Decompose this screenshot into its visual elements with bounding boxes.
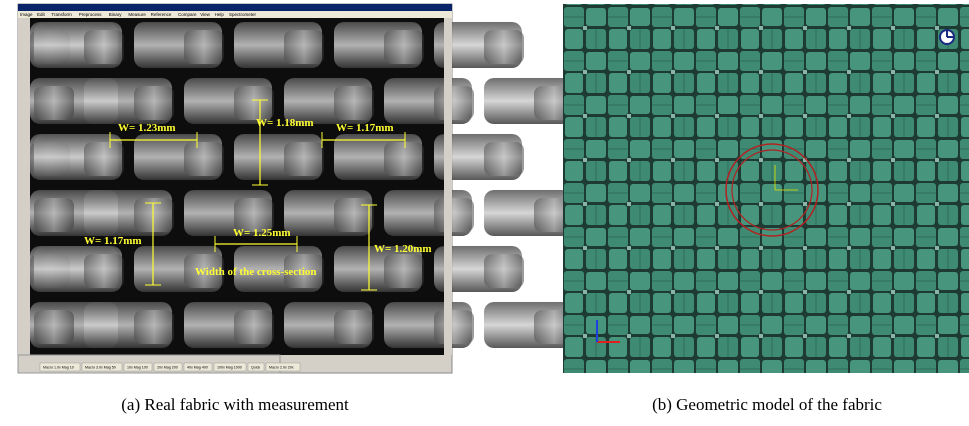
measurement-label: W= 1.17mm bbox=[336, 122, 394, 134]
measurement-label: W= 1.20mm bbox=[374, 243, 432, 255]
yarn bbox=[334, 198, 374, 232]
menu-item: Measure bbox=[128, 12, 146, 17]
yarn bbox=[484, 254, 524, 288]
yarn bbox=[184, 30, 224, 64]
menu-item: Help bbox=[215, 12, 225, 17]
yarn bbox=[434, 310, 474, 344]
menu-item: Spectrometer bbox=[229, 12, 257, 17]
menu-item: Edit bbox=[37, 12, 46, 17]
yarn bbox=[184, 142, 224, 176]
objective-label: Macro 1.0x Mag 10 bbox=[43, 366, 74, 370]
yarn bbox=[84, 30, 124, 64]
yarn bbox=[84, 142, 124, 176]
menu-item: Transform bbox=[51, 12, 72, 17]
yarn bbox=[384, 30, 424, 64]
yarn bbox=[434, 198, 474, 232]
right-model bbox=[563, 4, 969, 373]
yarn bbox=[34, 86, 74, 120]
measurement-label: W= 1.17mm bbox=[84, 235, 142, 247]
measurement-label: W= 1.25mm bbox=[233, 227, 291, 239]
objective-label: Macro 2.0x 20x bbox=[269, 366, 294, 370]
yarn bbox=[134, 310, 174, 344]
yarn bbox=[384, 142, 424, 176]
yarn bbox=[284, 142, 324, 176]
objective-label: 10x Mag 100 bbox=[127, 366, 148, 370]
yarn bbox=[384, 254, 424, 288]
yarn bbox=[234, 310, 274, 344]
menu-item: Preprocess bbox=[79, 12, 103, 17]
yarn bbox=[34, 198, 74, 232]
yarn bbox=[134, 86, 174, 120]
yarn bbox=[234, 86, 274, 120]
caption: (a) Real fabric with measurement bbox=[121, 395, 349, 414]
measurement-label: W= 1.23mm bbox=[118, 122, 176, 134]
yarn bbox=[84, 254, 124, 288]
menu-item: Image bbox=[20, 12, 33, 17]
menu-item: Reference bbox=[151, 12, 172, 17]
yarn bbox=[434, 86, 474, 120]
yarn bbox=[484, 30, 524, 64]
yarn bbox=[284, 30, 324, 64]
caption: (b) Geometric model of the fabric bbox=[652, 395, 882, 414]
objective-label: Quick bbox=[251, 366, 260, 370]
weave-model bbox=[563, 4, 969, 373]
objective-label: 40x Mag 400 bbox=[187, 366, 208, 370]
yarn bbox=[334, 86, 374, 120]
menu-item: Binary bbox=[109, 12, 123, 17]
measurement-label: W= 1.18mm bbox=[256, 117, 314, 129]
figure: Image Edit Transform Preprocess Binary Measur… bbox=[0, 0, 969, 426]
yarn bbox=[484, 142, 524, 176]
menu-item: Compare bbox=[178, 12, 197, 17]
objective-label: 20x Mag 200 bbox=[157, 366, 178, 370]
menu-item: View bbox=[200, 12, 210, 17]
left-screenshot: Image Edit Transform Preprocess Binary Measur… bbox=[18, 4, 574, 373]
yarn bbox=[34, 310, 74, 344]
yarn bbox=[334, 310, 374, 344]
objective-label: 100x Mag 1000 bbox=[217, 366, 242, 370]
annotation: Width of the cross-section bbox=[195, 266, 317, 278]
objective-label: Macro 3.0x Mag 50 bbox=[85, 366, 116, 370]
